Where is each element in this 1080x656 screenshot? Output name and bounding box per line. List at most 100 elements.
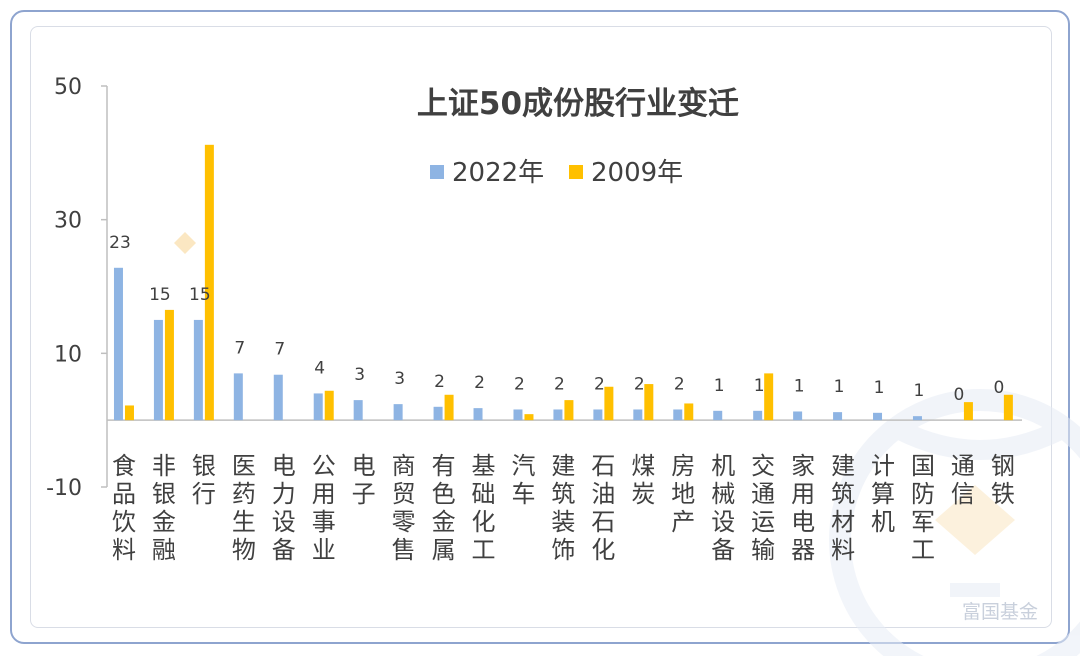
category-label: 医药生物 [232, 452, 256, 564]
bar-2022 [673, 409, 683, 421]
legend-label: 2022年 [452, 158, 544, 188]
category-label: 国防军工 [911, 452, 935, 564]
bar-2022 [793, 411, 803, 421]
legend-swatch [430, 165, 444, 179]
category-label: 银行 [192, 452, 216, 508]
data-label: 2 [674, 374, 685, 394]
category-label: 基础化工 [472, 452, 496, 564]
watermark-text: 富国基金 [962, 601, 1038, 623]
data-label: 0 [993, 378, 1004, 398]
category-label: 机械设备 [711, 452, 735, 564]
chart-title: 上证50成份股行业变迁 [417, 86, 739, 122]
category-label: 煤炭 [631, 452, 655, 508]
bar-2022 [713, 410, 723, 421]
bar-2022 [633, 409, 643, 421]
bar-2022 [113, 267, 123, 421]
watermark-logo-icon [829, 389, 1080, 656]
category-label: 电子 [352, 452, 376, 508]
bar-2009 [1003, 394, 1013, 421]
data-label: 2 [434, 372, 445, 392]
y-tick-label: 50 [54, 75, 82, 100]
y-tick-label: 10 [54, 342, 82, 367]
data-label: 15 [189, 285, 211, 305]
bar-2022 [753, 410, 763, 421]
bar-2009 [644, 384, 654, 421]
data-label: 1 [754, 376, 765, 396]
category-label: 计算机 [871, 452, 895, 536]
chart-frame [10, 10, 1070, 644]
bar-2009 [444, 394, 454, 421]
y-tick-label: -10 [46, 476, 82, 501]
bar-2022 [593, 409, 603, 421]
chart-panel [30, 26, 1052, 628]
bar-2022 [553, 409, 563, 421]
data-label: 0 [954, 385, 965, 405]
bar-2022 [193, 319, 203, 421]
category-label: 汽车 [511, 452, 535, 508]
data-label: 2 [554, 374, 565, 394]
data-label: 3 [394, 369, 405, 389]
bar-2022 [473, 408, 483, 421]
bars-group [113, 144, 1013, 421]
data-label: 3 [354, 365, 365, 385]
legend-label: 2009年 [591, 158, 683, 188]
bar-2022 [833, 412, 843, 421]
bar-2022 [513, 409, 523, 421]
category-label: 电力设备 [272, 452, 296, 564]
decorative-diamond-icon [174, 232, 196, 254]
bar-2009 [124, 405, 134, 421]
category-label: 食品饮料 [112, 452, 136, 564]
data-label: 1 [874, 378, 885, 398]
bar-2022 [153, 319, 163, 421]
bar-2022 [433, 406, 443, 421]
bar-2009 [764, 373, 774, 421]
data-label: 15 [149, 285, 171, 305]
data-label: 2 [474, 373, 485, 393]
data-label: 1 [914, 381, 925, 401]
category-label: 通信 [951, 452, 975, 508]
legend: 2022年 2009年 [430, 158, 683, 188]
category-label: 家用电器 [791, 452, 815, 564]
bar-2022 [313, 393, 323, 421]
bar-2009 [684, 403, 694, 421]
data-label: 7 [234, 338, 245, 358]
data-label: 2 [634, 374, 645, 394]
bar-2022 [873, 412, 883, 421]
category-label: 有色金属 [432, 452, 456, 564]
data-labels-group: 23 15 15 7 7 4 3 3 2 2 2 2 2 2 2 1 1 1 1 1 1 0 0 [109, 233, 1004, 405]
data-label: 2 [594, 374, 605, 394]
bar-2009 [963, 402, 973, 421]
bar-2009 [524, 414, 534, 421]
bar-2009 [604, 386, 614, 421]
legend-swatch [569, 165, 583, 179]
category-label: 建筑装饰 [551, 452, 575, 564]
bar-2022 [233, 373, 243, 421]
data-label: 1 [794, 376, 805, 396]
y-tick-label: 30 [54, 209, 82, 234]
category-labels-group: 食品饮料非银金融银行医药生物电力设备公用事业电子商贸零售有色金属基础化工汽车建筑… [112, 452, 1015, 564]
bar-2022 [912, 416, 922, 421]
bar-2009 [324, 390, 334, 421]
category-label: 建筑材料 [831, 452, 855, 564]
category-label: 钢铁 [991, 452, 1015, 508]
category-label: 非银金融 [152, 452, 176, 564]
category-label: 公用事业 [312, 452, 336, 564]
data-label: 7 [274, 340, 285, 360]
category-label: 商贸零售 [392, 452, 416, 564]
bar-2009 [164, 309, 174, 421]
data-label: 4 [314, 358, 325, 378]
bar-2022 [273, 374, 283, 421]
data-label: 2 [514, 374, 525, 394]
bar-2009 [204, 144, 214, 421]
category-label: 交通运输 [751, 452, 775, 564]
category-label: 房地产 [671, 452, 695, 536]
data-label: 23 [109, 233, 131, 253]
bar-2009 [564, 400, 574, 421]
bar-2022 [353, 400, 363, 421]
data-label: 1 [714, 376, 725, 396]
bar-2022 [393, 404, 403, 421]
category-label: 石油石化 [591, 452, 615, 564]
data-label: 1 [834, 377, 845, 397]
